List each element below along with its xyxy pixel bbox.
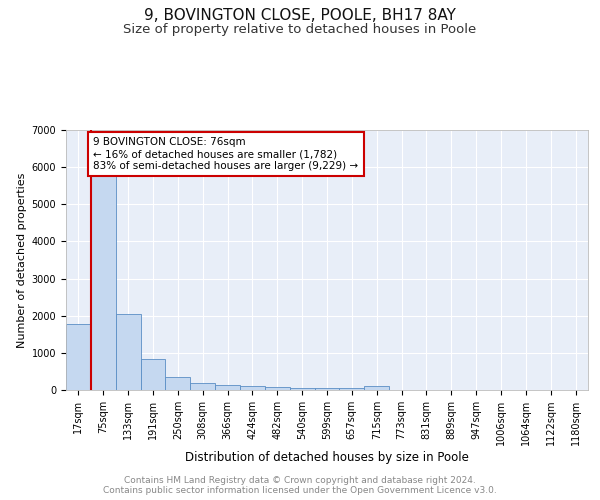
Y-axis label: Number of detached properties: Number of detached properties: [17, 172, 28, 348]
Bar: [215, 385, 240, 390]
Bar: [190, 382, 215, 390]
Bar: [340, 388, 364, 390]
Text: 9 BOVINGTON CLOSE: 76sqm
← 16% of detached houses are smaller (1,782)
83% of sem: 9 BOVINGTON CLOSE: 76sqm ← 16% of detach…: [94, 138, 358, 170]
Bar: [91, 171, 116, 390]
Bar: [314, 388, 340, 390]
Bar: [116, 314, 140, 390]
Bar: [140, 359, 166, 390]
Bar: [364, 386, 389, 390]
X-axis label: Distribution of detached houses by size in Poole: Distribution of detached houses by size …: [185, 451, 469, 464]
Bar: [166, 378, 190, 390]
Bar: [265, 386, 290, 390]
Text: Size of property relative to detached houses in Poole: Size of property relative to detached ho…: [124, 22, 476, 36]
Text: Contains HM Land Registry data © Crown copyright and database right 2024.
Contai: Contains HM Land Registry data © Crown c…: [103, 476, 497, 495]
Bar: [66, 324, 91, 390]
Text: 9, BOVINGTON CLOSE, POOLE, BH17 8AY: 9, BOVINGTON CLOSE, POOLE, BH17 8AY: [144, 8, 456, 22]
Bar: [240, 386, 265, 390]
Bar: [290, 388, 314, 390]
